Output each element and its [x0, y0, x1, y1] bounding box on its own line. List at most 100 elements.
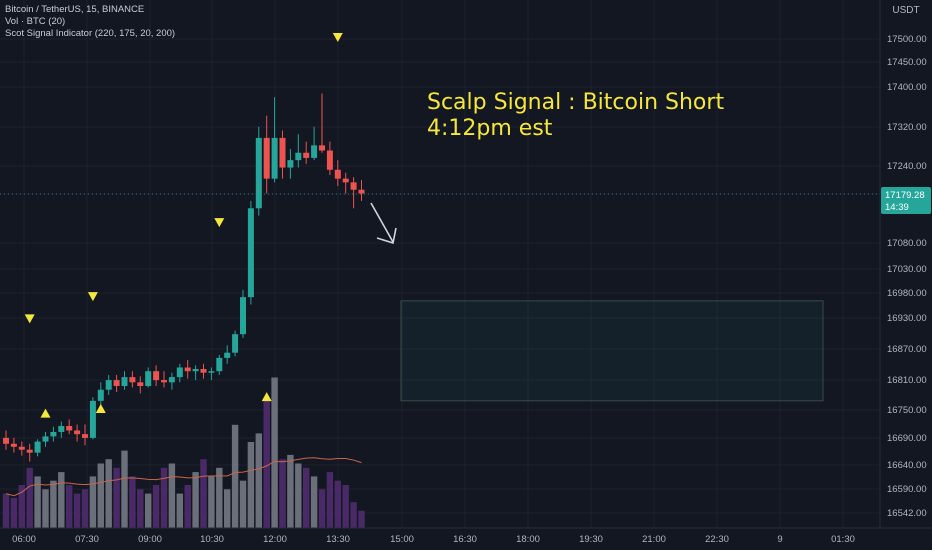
current-price-value: 17179.28 [885, 190, 925, 201]
sell-signal-marker[interactable] [24, 314, 35, 324]
annotation-line-2: 4:12pm est [427, 116, 553, 141]
candle-body[interactable] [89, 400, 96, 438]
volume-bar [350, 502, 357, 528]
candle-body[interactable] [311, 145, 318, 158]
short-arrow-shaft[interactable] [370, 202, 394, 243]
candle-body[interactable] [216, 357, 223, 372]
currency-label: USDT [892, 5, 919, 16]
buy-signal-marker[interactable] [40, 408, 51, 418]
volume-bar [358, 510, 365, 528]
candle-body[interactable] [279, 137, 286, 168]
volume-bar [271, 377, 278, 528]
volume-bar [263, 399, 270, 528]
candle-body[interactable] [342, 178, 349, 183]
candle-body[interactable] [82, 434, 88, 438]
volume-bar [200, 459, 207, 528]
volume-bar [113, 467, 120, 528]
price-tick-label: 17320.00 [887, 122, 927, 133]
price-tick-label: 16690.00 [887, 433, 927, 444]
candle-body[interactable] [240, 297, 246, 335]
candle-body[interactable] [105, 380, 112, 390]
candle-body[interactable] [303, 152, 310, 158]
candle-body[interactable] [58, 426, 65, 432]
candle-body[interactable] [34, 441, 41, 453]
candle-body[interactable] [168, 377, 175, 383]
volume-indicator-label[interactable]: Vol · BTC (20) [5, 16, 66, 27]
candle-body[interactable] [129, 377, 136, 383]
volume-bar [247, 442, 255, 528]
volume-bar [145, 493, 152, 528]
candle-body[interactable] [26, 449, 33, 453]
volume-bar [2, 493, 10, 528]
candle-body[interactable] [10, 443, 17, 447]
price-tick-label: 17080.00 [887, 238, 927, 249]
volume-bar [89, 476, 97, 528]
buy-signal-marker[interactable] [261, 392, 272, 402]
candle-body[interactable] [200, 368, 207, 373]
time-tick-label: 01:30 [831, 534, 855, 545]
volume-bar [303, 467, 310, 528]
price-tick-label: 16870.00 [887, 344, 927, 355]
candle-body[interactable] [334, 169, 341, 179]
candle-body[interactable] [224, 352, 231, 358]
price-axis[interactable] [880, 0, 932, 550]
candle-body[interactable] [137, 382, 144, 387]
volume-bar [81, 489, 89, 528]
price-tick-label: 16930.00 [887, 313, 927, 324]
signal-indicator-label[interactable]: Scot Signal Indicator (220, 175, 20, 200… [5, 28, 176, 39]
candle-body[interactable] [153, 371, 160, 381]
candle-body[interactable] [287, 160, 294, 168]
candle-body[interactable] [18, 446, 25, 450]
price-tick-label: 17450.00 [887, 57, 927, 68]
scalp-signal-annotation[interactable]: Scalp Signal : Bitcoin Short 4:12pm est [427, 90, 724, 142]
candle-body[interactable] [3, 437, 9, 444]
candle-body[interactable] [247, 208, 254, 298]
symbol-label[interactable]: Bitcoin / TetherUS, 15, BINANCE [5, 4, 145, 15]
volume-bar [287, 454, 294, 528]
volume-bar [279, 459, 286, 528]
volume-bar [42, 489, 49, 528]
volume-bar [192, 472, 199, 528]
candle-body[interactable] [319, 145, 325, 151]
time-axis[interactable] [0, 528, 932, 550]
volume-bar [10, 497, 18, 528]
candle-body[interactable] [232, 334, 239, 353]
volume-bar [208, 476, 215, 528]
candle-body[interactable] [161, 380, 167, 383]
candle-body[interactable] [50, 431, 57, 437]
candle-body[interactable] [271, 137, 278, 179]
volume-bar [152, 485, 160, 528]
volume-bar [160, 467, 168, 528]
time-tick-label: 09:00 [138, 534, 162, 545]
candle-body[interactable] [208, 371, 215, 373]
candle-body[interactable] [263, 137, 270, 179]
sell-signal-marker[interactable] [332, 32, 343, 42]
candle-body[interactable] [113, 380, 120, 387]
buy-signal-marker[interactable] [95, 403, 106, 413]
candle-body[interactable] [295, 152, 302, 161]
volume-bar [105, 459, 112, 528]
candle-body[interactable] [192, 368, 199, 372]
target-zone-box[interactable] [400, 300, 824, 402]
volume-bar [97, 463, 104, 528]
current-price-badge[interactable] [881, 187, 931, 214]
candle-body[interactable] [42, 436, 49, 442]
candle-body[interactable] [184, 367, 191, 372]
candle-body[interactable] [350, 182, 357, 190]
sell-signal-marker[interactable] [214, 218, 225, 228]
candle-body[interactable] [74, 430, 81, 435]
short-arrow-head [376, 227, 397, 245]
sell-signal-marker[interactable] [87, 292, 98, 302]
candle-body[interactable] [97, 389, 104, 401]
candle-body[interactable] [66, 426, 73, 431]
price-tick-label: 17030.00 [887, 264, 927, 275]
candle-body[interactable] [145, 371, 152, 387]
price-tick-label: 17400.00 [887, 82, 927, 93]
candle-body[interactable] [121, 377, 128, 387]
candle-body[interactable] [176, 367, 183, 378]
candle-body[interactable] [255, 137, 262, 209]
price-tick-label: 16590.00 [887, 484, 927, 495]
candle-body[interactable] [358, 189, 365, 194]
candle-body[interactable] [326, 150, 333, 170]
